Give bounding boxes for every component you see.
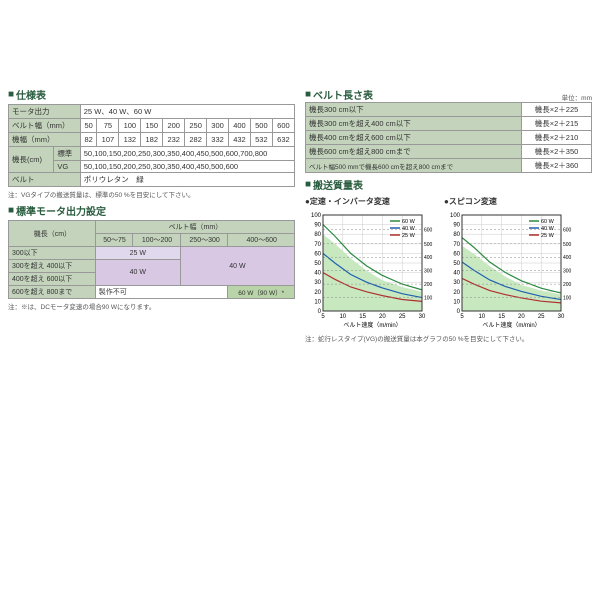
svg-text:80: 80: [453, 232, 460, 238]
chart2-title: ●スピコン変速: [444, 196, 579, 207]
svg-text:10: 10: [339, 314, 346, 320]
svg-text:200: 200: [563, 282, 572, 288]
svg-text:60 W: 60 W: [402, 219, 416, 225]
motor-table: 機長（cm） ベルト幅（mm） 50～75 100～200 250～300 40…: [8, 220, 295, 299]
svg-text:20: 20: [453, 290, 460, 296]
spec-r0-v: 25 W、40 W、60 W: [80, 105, 294, 119]
beltlen-table: 機長300 cm以下機長×2＋225 機長300 cmを超え400 cm以下機長…: [305, 102, 592, 173]
svg-text:10: 10: [478, 314, 485, 320]
svg-text:40 W: 40 W: [541, 226, 555, 232]
svg-text:10: 10: [453, 299, 460, 305]
svg-text:90: 90: [453, 223, 460, 229]
svg-text:600: 600: [563, 227, 572, 233]
svg-text:100: 100: [450, 213, 461, 219]
svg-text:15: 15: [359, 314, 366, 320]
chart2: 5 10 15 20 25 300 10 20 30 40 50 60 70 80 90 100 600 500 4…: [444, 209, 579, 329]
svg-text:30: 30: [314, 280, 321, 286]
motor-title: 標準モータ出力設定: [8, 203, 295, 218]
svg-text:30: 30: [558, 314, 565, 320]
svg-text:25: 25: [399, 314, 406, 320]
svg-text:25 W: 25 W: [541, 233, 555, 239]
chart1-title: ●定速・インバータ変速: [305, 196, 440, 207]
svg-text:90: 90: [314, 223, 321, 229]
spec-note: 注：VGタイプの搬送質量は、標準の50 %を目安にして下さい。: [8, 189, 295, 199]
svg-text:500: 500: [424, 242, 433, 248]
svg-text:200: 200: [424, 282, 433, 288]
svg-text:40: 40: [314, 271, 321, 277]
svg-text:400: 400: [424, 255, 433, 261]
svg-text:10: 10: [314, 299, 321, 305]
svg-text:25 W: 25 W: [402, 233, 416, 239]
svg-text:100: 100: [563, 296, 572, 302]
chart1: 5 10 15 20 25 300 10 20 30 40 50 60 70 80 90 100 600 500 4…: [305, 209, 440, 329]
svg-text:ベルト速度（m/min）: ベルト速度（m/min）: [343, 321, 401, 329]
motor-note: 注：※は、DCモータ変速の場合90 Wになります。: [8, 301, 295, 311]
svg-text:600: 600: [424, 227, 433, 233]
svg-text:40 W: 40 W: [402, 226, 416, 232]
load-title: 搬送質量表: [305, 177, 592, 192]
svg-text:100: 100: [311, 213, 322, 219]
svg-text:300: 300: [424, 269, 433, 275]
svg-text:300: 300: [563, 269, 572, 275]
svg-text:20: 20: [314, 290, 321, 296]
svg-text:50: 50: [314, 261, 321, 267]
beltlen-title: ベルト長さ表: [305, 87, 373, 102]
beltlen-unit: 単位：mm: [562, 92, 592, 102]
svg-text:15: 15: [498, 314, 505, 320]
load-note: 注：蛇行レスタイプ(VG)の搬送質量は本グラフの50 %を目安にして下さい。: [305, 333, 592, 343]
svg-text:25: 25: [538, 314, 545, 320]
svg-text:60: 60: [453, 251, 460, 257]
svg-text:5: 5: [321, 314, 325, 320]
svg-text:30: 30: [419, 314, 426, 320]
svg-text:40: 40: [453, 271, 460, 277]
svg-text:ベルト速度（m/min）: ベルト速度（m/min）: [482, 321, 540, 329]
svg-text:60 W: 60 W: [541, 219, 555, 225]
svg-text:80: 80: [314, 232, 321, 238]
svg-text:20: 20: [518, 314, 525, 320]
svg-text:20: 20: [379, 314, 386, 320]
svg-text:30: 30: [453, 280, 460, 286]
svg-text:400: 400: [563, 255, 572, 261]
svg-text:60: 60: [314, 251, 321, 257]
svg-text:70: 70: [453, 242, 460, 248]
spec-title: 仕様表: [8, 87, 295, 102]
svg-text:70: 70: [314, 242, 321, 248]
spec-table: モータ出力 25 W、40 W、60 W ベルト幅（mm） 5075 10015…: [8, 104, 295, 187]
svg-text:100: 100: [424, 296, 433, 302]
svg-text:50: 50: [453, 261, 460, 267]
svg-text:500: 500: [563, 242, 572, 248]
spec-r0-h: モータ出力: [9, 105, 81, 119]
svg-text:5: 5: [460, 314, 464, 320]
